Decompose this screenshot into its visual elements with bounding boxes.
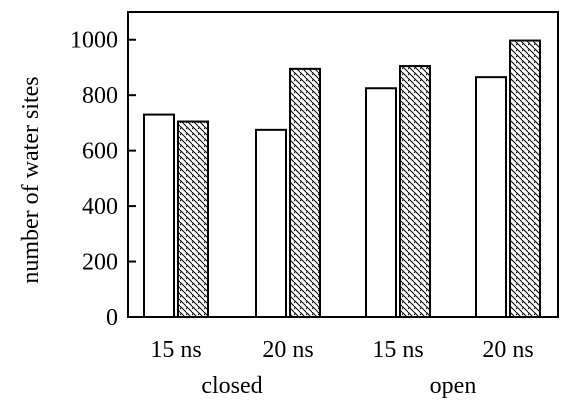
y-tick-label: 200 bbox=[82, 250, 118, 276]
x-tick-label: 20 ns bbox=[482, 337, 533, 363]
x-tick-label: 20 ns bbox=[262, 337, 313, 363]
y-tick-label: 0 bbox=[106, 305, 118, 331]
x-tick-label: 15 ns bbox=[372, 337, 423, 363]
bar-series-2-cat-2 bbox=[290, 69, 320, 317]
bar-series-2-cat-3 bbox=[400, 66, 430, 317]
bar-series-1-cat-2 bbox=[256, 130, 286, 317]
y-tick-label: 1000 bbox=[70, 28, 118, 54]
y-tick-label: 800 bbox=[82, 83, 118, 109]
x-tick-label: 15 ns bbox=[150, 337, 201, 363]
bars bbox=[144, 41, 540, 317]
y-axis-title: number of water sites bbox=[18, 76, 44, 283]
y-tick-label: 400 bbox=[82, 194, 118, 220]
bar-series-2-cat-1 bbox=[178, 122, 208, 317]
bar-series-1-cat-4 bbox=[476, 77, 506, 317]
y-tick-label: 600 bbox=[82, 139, 118, 165]
bar-series-1-cat-3 bbox=[366, 88, 396, 317]
bar-series-2-cat-4 bbox=[510, 41, 540, 317]
bar-series-1-cat-1 bbox=[144, 115, 174, 317]
group-label: closed bbox=[201, 373, 262, 399]
group-label: open bbox=[430, 373, 477, 399]
